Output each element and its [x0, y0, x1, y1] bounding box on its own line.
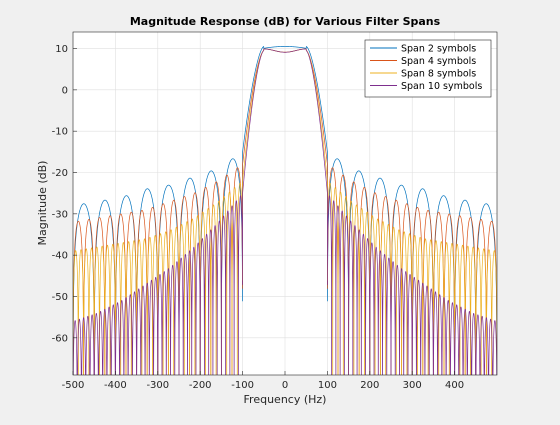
legend-entry-label: Span 2 symbols	[401, 44, 476, 55]
series-line-span-10	[73, 48, 497, 375]
legend-entry-label: Span 4 symbols	[401, 56, 476, 67]
legend-box	[364, 39, 492, 98]
axis-ticks: -500 -400 -300 -200 -100 0 100 200 300 400100-10-…	[52, 44, 464, 391]
legend-entry-label: Span 10 symbols	[401, 81, 482, 92]
x-tick-label: -300	[146, 380, 169, 391]
y-tick-label: 0	[62, 85, 68, 96]
x-tick-label: -500	[62, 380, 85, 391]
series-curves	[73, 46, 497, 375]
y-tick-label: -60	[52, 333, 68, 344]
y-tick-label: -20	[52, 168, 68, 179]
x-tick-label: 0	[282, 380, 288, 391]
series-line-span-2	[73, 46, 497, 375]
y-tick-label: -40	[52, 251, 68, 262]
y-tick-label: -10	[52, 127, 68, 138]
legend-entry-label: Span 8 symbols	[401, 69, 476, 80]
x-tick-label: -200	[189, 380, 212, 391]
chart-title: Magnitude Response (dB) for Various Filt…	[130, 15, 441, 28]
x-tick-label: 100	[318, 380, 337, 391]
x-tick-label: -100	[231, 380, 254, 391]
x-tick-label: 400	[445, 380, 464, 391]
y-axis-label: Magnitude (dB)	[36, 161, 49, 246]
y-tick-label: 10	[55, 44, 68, 55]
y-tick-label: -50	[52, 292, 68, 303]
y-tick-label: -30	[52, 209, 68, 220]
x-axis-label: Frequency (Hz)	[244, 393, 327, 406]
x-tick-label: -400	[104, 380, 127, 391]
x-tick-label: 200	[360, 380, 379, 391]
x-tick-label: 300	[403, 380, 422, 391]
